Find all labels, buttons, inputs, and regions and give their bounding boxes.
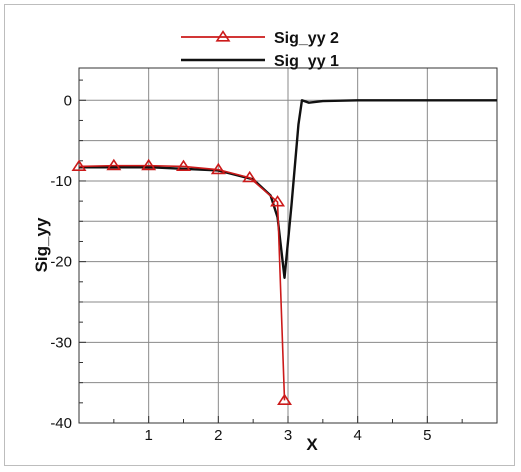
data-point-triangle <box>71 159 87 172</box>
x-tick-label: 5 <box>423 427 431 444</box>
data-point-triangle <box>176 159 191 172</box>
legend-label-series-2: Sig_yy 2 <box>274 30 339 47</box>
y-tick-label: -40 <box>50 415 72 432</box>
legend-marker-triangle <box>215 30 231 42</box>
data-point-triangle <box>277 393 292 405</box>
axis-ticks <box>79 79 463 423</box>
data-point-triangle <box>270 195 286 207</box>
x-tick-label: 4 <box>353 427 361 444</box>
x-tick-label: 3 <box>284 427 292 444</box>
x-tick-label: 1 <box>144 427 152 444</box>
x-axis-label: X <box>306 435 318 454</box>
series-line-sig-yy-2 <box>78 164 286 401</box>
chart-frame <box>4 4 515 466</box>
y-axis-label: Sig_yy <box>32 217 51 272</box>
x-tick-label: 2 <box>214 427 222 444</box>
y-tick-label: -20 <box>50 254 72 271</box>
data-point-triangle <box>141 158 157 171</box>
data-point-triangle <box>210 162 226 175</box>
data-point-triangle <box>106 158 122 171</box>
y-tick-label: -30 <box>50 334 72 351</box>
series-markers <box>71 158 292 405</box>
y-tick-label: -10 <box>50 173 72 190</box>
grid <box>79 68 497 423</box>
data-point-triangle <box>242 170 258 183</box>
legend-label-series-1: Sig_yy 1 <box>274 53 339 70</box>
legend-triangle-icon <box>215 30 231 42</box>
series-lines <box>78 99 497 401</box>
legend: Sig_yy 2 Sig_yy 1 <box>181 30 339 70</box>
y-tick-label: 0 <box>64 92 72 109</box>
tick-labels: 1 2 3 4 5 0 -10 -20 -30 -40 <box>50 92 431 444</box>
